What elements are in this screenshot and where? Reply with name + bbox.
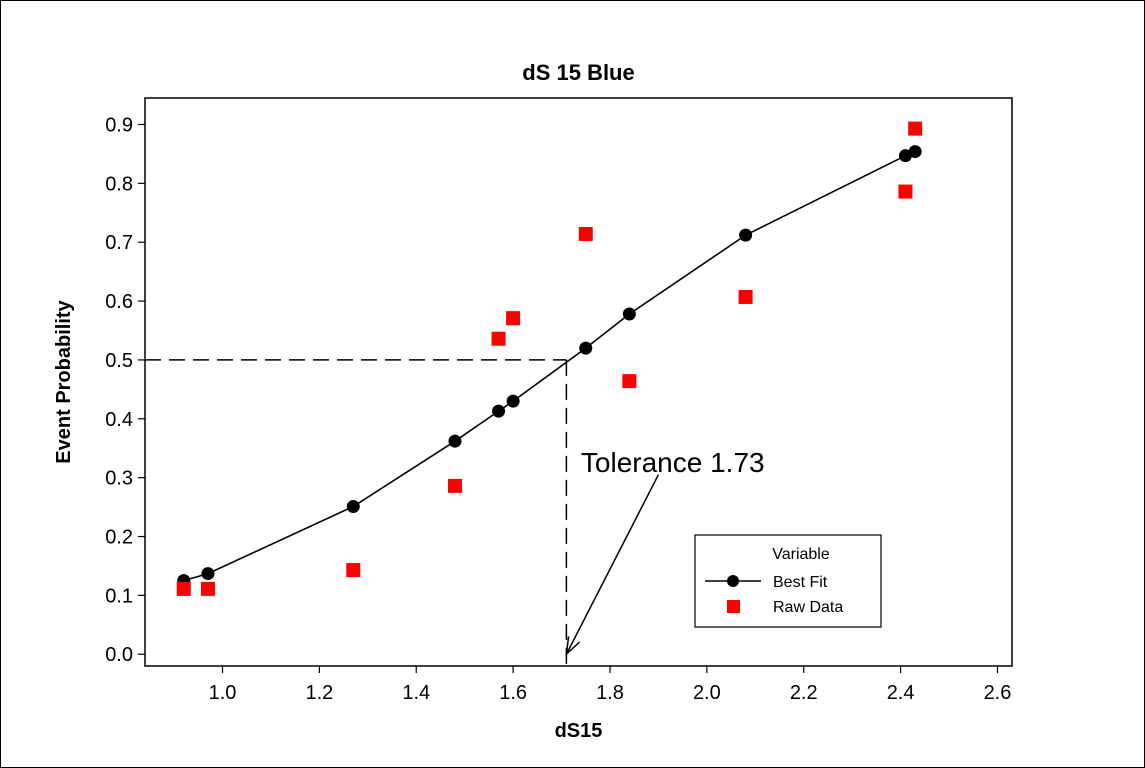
raw-data-point bbox=[738, 289, 753, 304]
raw-data-point bbox=[346, 563, 361, 578]
x-axis-label: dS15 bbox=[555, 720, 603, 742]
x-tick-label: 2.2 bbox=[790, 682, 818, 704]
y-axis: 0.0 0.1 0.2 0.3 0.4 0.5 0.6 0.7 0.8 0.9 bbox=[105, 114, 145, 666]
annotation-arrow-line bbox=[565, 474, 660, 655]
best-fit-point bbox=[908, 145, 922, 159]
best-fit-point bbox=[346, 499, 360, 513]
reference-lines bbox=[145, 359, 568, 666]
y-axis-label: Event Probability bbox=[53, 299, 75, 463]
x-tick-label: 2.4 bbox=[887, 682, 915, 704]
raw-data-point bbox=[447, 478, 462, 493]
x-tick-label: 1.6 bbox=[499, 682, 527, 704]
legend-title: Variable bbox=[772, 546, 830, 563]
legend: Variable Best Fit Raw Data bbox=[694, 534, 882, 628]
y-tick-label: 0.4 bbox=[105, 409, 133, 431]
best-fit-line bbox=[183, 150, 916, 582]
best-fit-point bbox=[622, 307, 636, 321]
y-tick-label: 0.1 bbox=[105, 585, 133, 607]
annotation-arrow-head bbox=[565, 636, 581, 657]
raw-data-point bbox=[506, 311, 521, 326]
y-tick-label: 0.5 bbox=[105, 350, 133, 372]
x-tick-label: 2.0 bbox=[693, 682, 721, 704]
raw-data-point bbox=[491, 331, 506, 346]
best-fit-point bbox=[201, 567, 215, 581]
x-axis: 1.0 1.2 1.4 1.6 1.8 2.0 2.2 2.4 2.6 bbox=[209, 666, 1012, 704]
y-tick-label: 0.8 bbox=[105, 173, 133, 195]
y-tick-label: 0.3 bbox=[105, 468, 133, 490]
raw-data-point bbox=[908, 121, 923, 136]
y-tick-label: 0.9 bbox=[105, 114, 133, 136]
best-fit-point bbox=[506, 394, 520, 408]
x-tick-label: 2.6 bbox=[984, 682, 1012, 704]
best-fit-point bbox=[448, 434, 462, 448]
best-fit-point bbox=[492, 404, 506, 418]
x-tick-label: 1.8 bbox=[596, 682, 624, 704]
raw-data-point bbox=[898, 184, 913, 199]
annotation: Tolerance 1.73 bbox=[565, 447, 765, 657]
raw-data-point bbox=[176, 581, 191, 596]
chart-title: dS 15 Blue bbox=[522, 60, 634, 85]
legend-best-fit-label: Best Fit bbox=[773, 574, 828, 591]
x-tick-label: 1.0 bbox=[209, 682, 237, 704]
raw-data-point bbox=[622, 374, 637, 389]
x-tick-label: 1.2 bbox=[305, 682, 333, 704]
best-fit-point bbox=[579, 341, 593, 355]
y-tick-label: 0.0 bbox=[105, 644, 133, 666]
legend-best-fit-marker bbox=[727, 575, 739, 587]
legend-raw-data-label: Raw Data bbox=[773, 599, 843, 616]
x-tick-label: 1.4 bbox=[402, 682, 430, 704]
y-tick-label: 0.7 bbox=[105, 232, 133, 254]
series-raw-data bbox=[176, 121, 923, 596]
plot-area bbox=[144, 97, 1013, 667]
raw-data-point bbox=[578, 226, 593, 241]
series-best-fit bbox=[177, 145, 922, 588]
raw-data-point bbox=[200, 581, 215, 596]
best-fit-point bbox=[739, 228, 753, 242]
annotation-text: Tolerance 1.73 bbox=[581, 447, 765, 478]
y-tick-label: 0.2 bbox=[105, 527, 133, 549]
legend-raw-data-marker bbox=[727, 600, 740, 613]
y-tick-label: 0.6 bbox=[105, 291, 133, 313]
